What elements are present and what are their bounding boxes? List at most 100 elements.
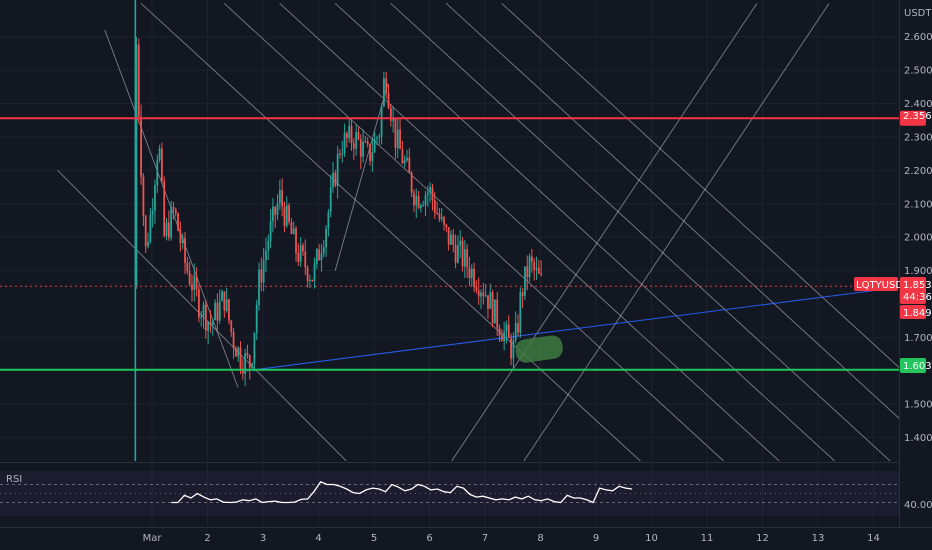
candle-body [343, 133, 346, 154]
candle-body [142, 176, 145, 216]
candle-body [290, 222, 293, 234]
candle-body [246, 353, 249, 356]
candle-body [505, 324, 508, 332]
candle-body [445, 224, 448, 228]
candle-body [463, 249, 466, 267]
candle-body [258, 269, 260, 305]
candle-body [419, 205, 422, 209]
countdown-text: 44:36 [903, 292, 932, 303]
rsi-label: RSI [6, 474, 22, 485]
candle-body [410, 172, 413, 193]
candle-body [491, 292, 494, 324]
candle-body [415, 195, 418, 206]
price-axis-ticks: 2.600 2.500 2.400 2.300 2.200 2.100 2.000 1.900… [904, 32, 932, 444]
candle-body [503, 331, 506, 342]
symbol-badge-bg [854, 277, 898, 291]
rsi-pane[interactable]: RSI [0, 462, 900, 516]
candle-body [466, 249, 469, 268]
candle-body [209, 321, 212, 325]
candle-body [202, 304, 205, 317]
candle-body [352, 143, 355, 149]
price-axis[interactable]: USDT 2.600 2.500 2.400 2.300 2.200 2.100 2.000… [899, 0, 932, 528]
candle-body [135, 44, 138, 288]
candle-body [304, 251, 307, 268]
candle-body [267, 241, 270, 251]
channel-line [501, 3, 899, 369]
last-price-badge-bg [900, 277, 926, 304]
resistance-badge-text: 2.356 [903, 111, 932, 122]
candle-body [452, 234, 455, 245]
candle-body [147, 241, 149, 247]
candle-body [332, 172, 334, 188]
candle-body [191, 284, 193, 291]
candle-body [160, 148, 163, 181]
candle-body [519, 292, 522, 333]
candle-body [526, 266, 529, 278]
channel-line [223, 3, 724, 461]
candle-body [186, 262, 189, 272]
candle-body [265, 250, 267, 261]
time-axis-ticks: Mar 2 3 4 5 6 7 8 9 10 11 12 13 14 [143, 533, 880, 544]
candle-body [394, 118, 397, 149]
candle-body [163, 180, 166, 236]
candle-body [278, 190, 281, 204]
candle-body [403, 160, 406, 164]
candle-body [461, 240, 464, 267]
candle-body [417, 195, 420, 209]
candle-body [149, 214, 152, 242]
candle-body [167, 222, 170, 238]
candle-body [357, 131, 360, 140]
candle-body [380, 106, 383, 137]
candle-body [512, 340, 515, 359]
candle-body [399, 129, 401, 150]
time-tick-label: 14 [867, 533, 880, 544]
candle-body [537, 267, 540, 274]
bid-price-text: 1.849 [903, 308, 932, 319]
candle-body [401, 149, 404, 164]
candle-body [382, 78, 385, 107]
time-axis[interactable]: Mar 2 3 4 5 6 7 8 9 10 11 12 13 14 [0, 527, 932, 544]
price-tick-label: 2.100 [904, 199, 932, 210]
candle-body [540, 273, 543, 275]
time-tick-label: Mar [143, 533, 163, 544]
candle-body [392, 118, 395, 121]
candle-body [413, 192, 415, 206]
candle-body [489, 292, 492, 309]
candle-body [251, 363, 253, 368]
time-axis-divider [0, 527, 932, 528]
time-tick-label: 4 [315, 533, 321, 544]
candle-body [313, 263, 316, 282]
candle-body [158, 148, 161, 161]
candle-body [216, 302, 219, 321]
resistance-badge: 2.356 [900, 110, 932, 126]
candle-body [429, 187, 432, 193]
candle-body [271, 206, 274, 222]
candle-body [378, 136, 381, 138]
price-tick-label: 1.500 [904, 400, 932, 411]
candle-body [144, 215, 147, 247]
candle-body [299, 245, 302, 262]
candle-body [493, 299, 496, 324]
candle-body [306, 267, 309, 282]
candle-body [197, 289, 200, 318]
rsi-pane-divider [0, 462, 900, 463]
candle-body [362, 141, 364, 157]
candle-body [292, 228, 295, 234]
candle-body [517, 323, 519, 333]
price-levels [0, 117, 899, 371]
candle-body [456, 245, 459, 263]
candle-body [239, 347, 242, 369]
channel-line [140, 3, 641, 461]
candle-body [376, 137, 378, 139]
cross-line [523, 3, 830, 461]
candle-body [237, 347, 240, 357]
time-tick-label: 12 [756, 533, 769, 544]
candle-body [274, 206, 277, 215]
candle-body [385, 78, 388, 93]
candle-body [387, 92, 390, 108]
candle-body [366, 141, 369, 145]
channel-line [334, 3, 835, 461]
candle-body [181, 237, 184, 243]
candle-body [244, 353, 247, 374]
